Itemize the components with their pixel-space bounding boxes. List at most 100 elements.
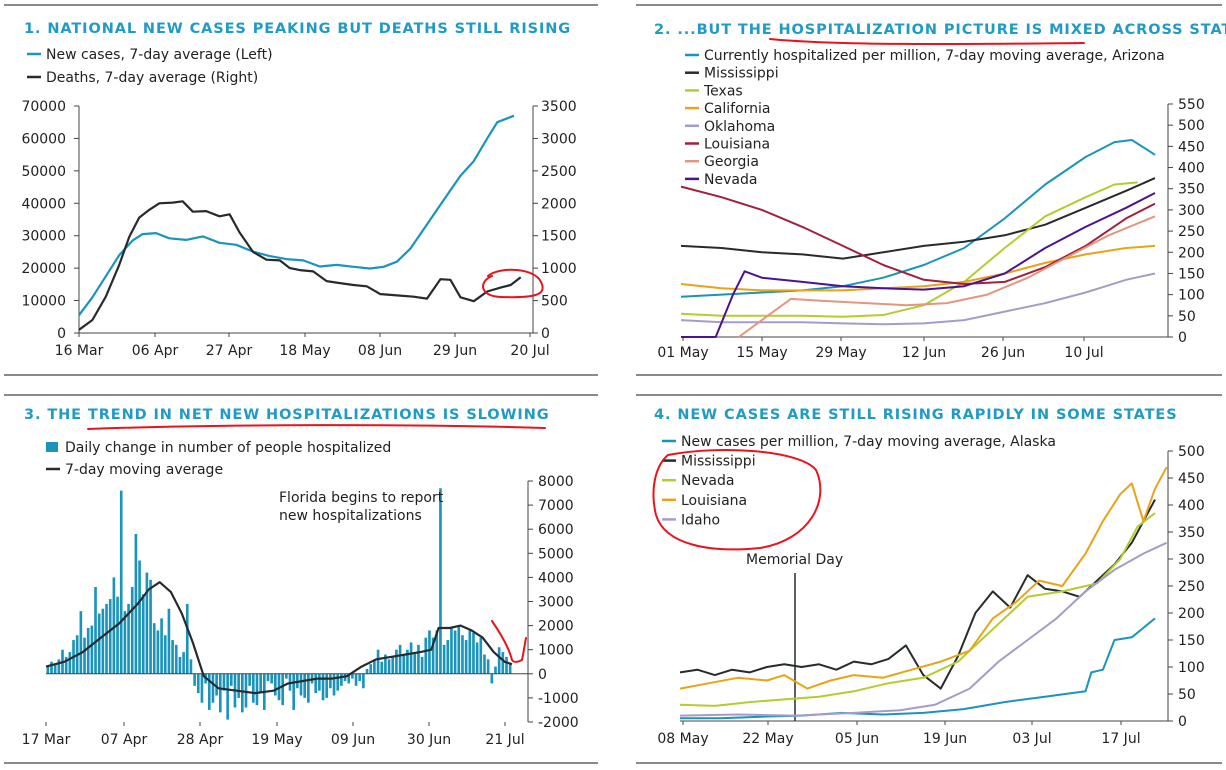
x-axis-tick-label: 28 Apr [177,732,224,748]
bar [149,579,152,674]
right-axis-tick-label: 4000 [538,570,574,586]
left-axis-tick-label: 50000 [21,164,66,180]
right-axis-tick-label: 350 [1178,182,1205,198]
bar [251,673,255,703]
right-axis-tick-label: 1000 [538,643,574,659]
x-axis-tick-label: 18 May [279,343,330,359]
right-axis-tick-label: 0 [1178,330,1187,346]
right-axis-tick-label: 300 [1178,203,1205,219]
right-axis-tick-label: 100 [1178,660,1205,676]
bar [475,642,479,674]
bar [457,625,461,674]
x-axis-tick-label: 26 Jun [981,345,1025,361]
chart-2-title: 2. ...BUT THE HOSPITALIZATION PICTURE IS… [654,22,1226,38]
series-line-deaths [78,200,522,331]
bar [174,644,178,674]
right-axis-tick-label: 5000 [538,546,574,562]
bar [255,673,259,706]
bar [222,673,226,691]
bar [314,673,318,694]
bar [123,611,127,674]
right-axis-tick-label: 550 [1178,97,1205,113]
series-line-new-cases [78,114,515,316]
left-axis-tick-label: 70000 [21,99,66,115]
right-axis-tick-label: 450 [1178,471,1205,487]
bar [108,599,112,674]
hand-drawn-underline-panel-2 [769,38,1085,46]
bar [464,640,468,674]
bar [479,637,483,674]
bar [270,673,273,684]
bar [336,673,340,691]
bar [244,673,248,708]
right-axis-tick-label: 250 [1178,579,1205,595]
bar [391,656,395,674]
bar [483,654,486,674]
bar [145,572,149,674]
bar [307,673,310,703]
bar [501,652,505,674]
bar [417,644,420,674]
hand-drawn-underline-panel-3 [87,424,546,430]
hand-drawn-annotations [87,38,1085,663]
legend-label: Daily change in number of people hospita… [65,440,391,456]
legend-label: Oklahoma [704,119,775,135]
bar [200,673,204,703]
right-axis-tick-label: 8000 [538,474,574,490]
bar [329,673,332,689]
bar [53,664,57,674]
right-axis-tick-label: -2000 [538,715,579,731]
bar [182,652,185,674]
left-axis-tick-label: 40000 [21,196,66,212]
x-axis-tick-label: 01 May [657,345,708,361]
bar [259,673,262,694]
bar [373,659,376,674]
bar [347,673,351,684]
bar [402,654,406,674]
panel-2-top-rule [636,4,1222,6]
bar [292,673,295,710]
chart-3: Daily change in number of people hospita… [22,440,579,748]
bar [472,632,475,674]
left-axis-tick-label: 0 [57,326,66,342]
chart-2: Currently hospitalized per million, 7-da… [657,48,1204,361]
x-axis-tick-label: 08 May [657,731,708,747]
right-axis-tick-label: 2000 [538,619,574,635]
legend-label: Georgia [704,154,759,170]
x-axis-tick-label: 17 Mar [22,732,71,748]
panel-1-top-rule [4,4,598,6]
bar [240,673,244,713]
bar [64,656,68,674]
legend-label: California [704,101,770,117]
bar [439,488,442,674]
series-line-louisiana [679,466,1168,690]
legend-label: New cases per million, 7-day moving aver… [681,434,1056,450]
bar [90,625,94,674]
bar [101,608,105,674]
series-line-louisiana [680,185,1156,285]
x-axis-tick-label: 29 May [815,345,866,361]
bar [358,673,362,682]
bar [299,673,303,696]
bar [494,666,497,674]
right-axis-tick-label: 50 [1178,309,1196,325]
legend-label: Nevada [681,473,734,489]
legend-label: Currently hospitalized per million, 7-da… [704,48,1165,64]
chart-3-title: 3. THE TREND IN NET NEW HOSPITALIZATIONS… [24,407,550,423]
right-axis-tick-label: 500 [541,294,568,310]
x-axis-tick-label: 16 Mar [55,343,104,359]
bar [163,635,167,674]
right-axis-tick-label: 350 [1178,525,1205,541]
bar [57,659,61,674]
x-axis-tick-label: 30 Jun [407,732,451,748]
bar [508,664,512,674]
series-line-georgia [738,215,1156,338]
right-axis-tick-label: -1000 [538,691,579,707]
panel-4-top-rule [636,394,1222,396]
legend-label: 7-day moving average [65,462,223,478]
bar [453,630,457,674]
x-axis-tick-label: 19 Jun [923,731,967,747]
chart-1-title: 1. NATIONAL NEW CASES PEAKING BUT DEATHS… [24,21,572,37]
x-axis-tick-label: 09 Jun [331,732,375,748]
